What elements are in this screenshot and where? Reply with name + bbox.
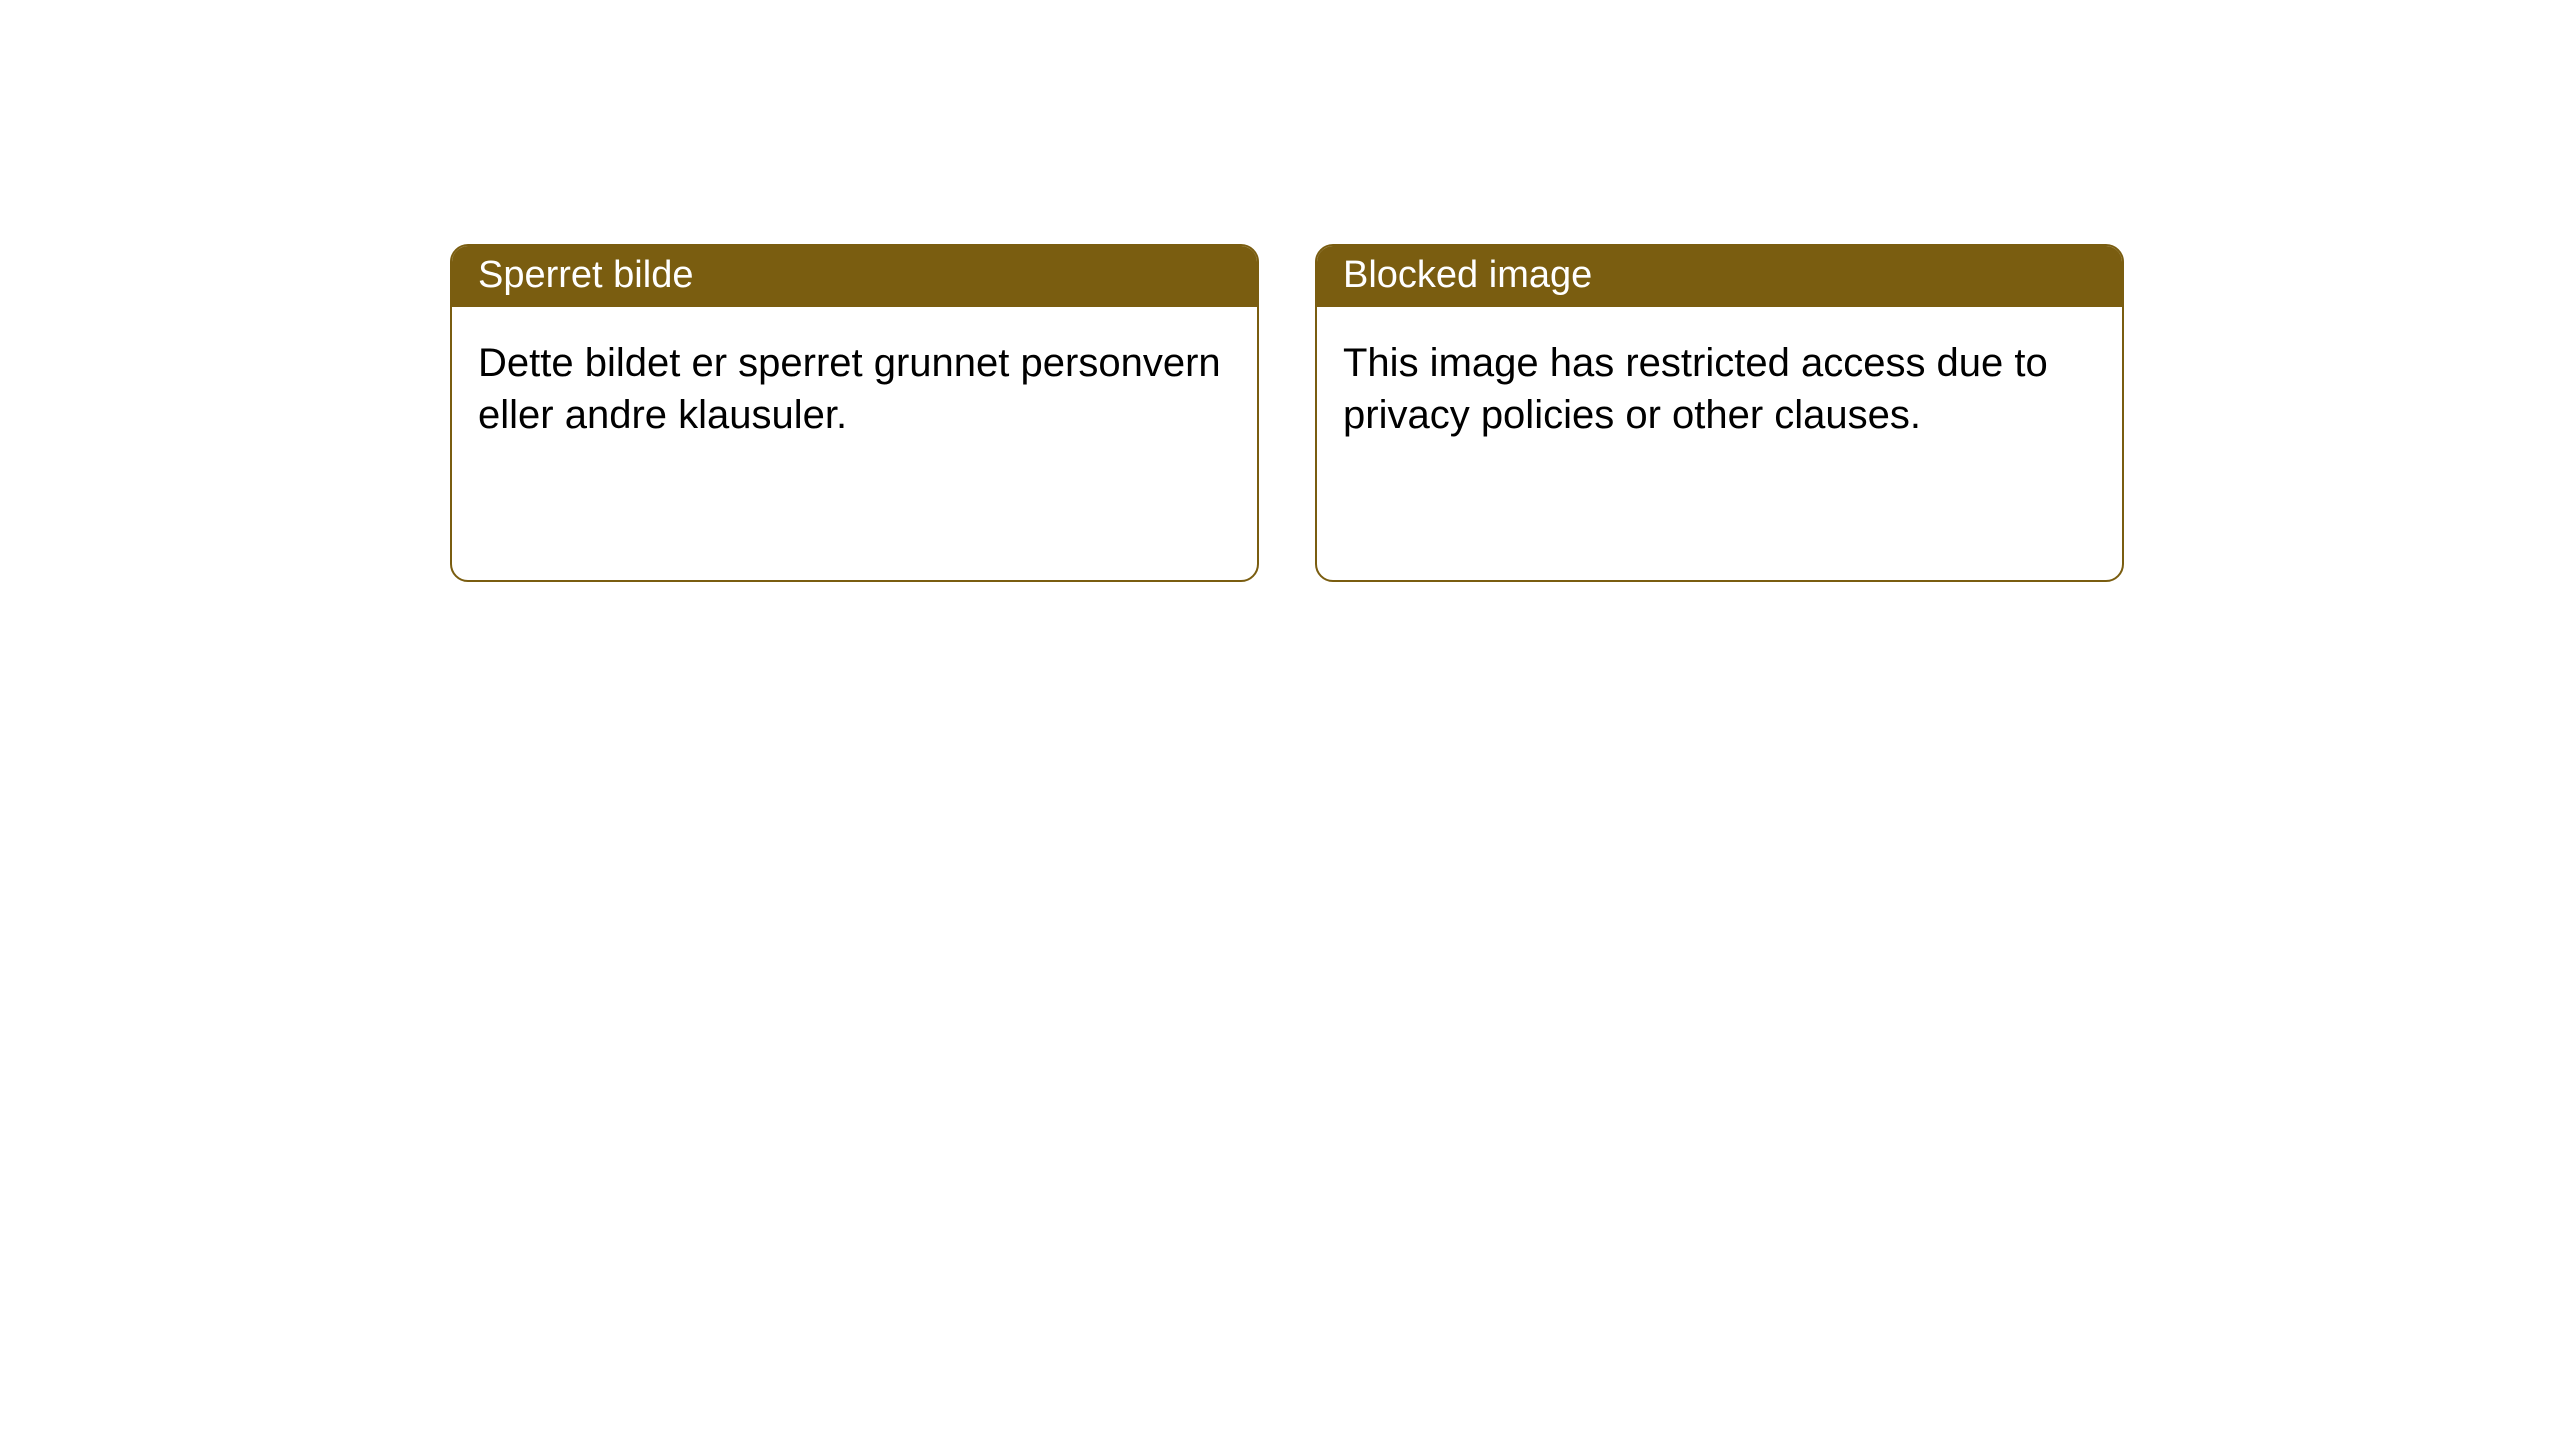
notice-title-norwegian: Sperret bilde bbox=[478, 254, 693, 296]
notice-text-norwegian: Dette bildet er sperret grunnet personve… bbox=[478, 341, 1221, 437]
notice-container: Sperret bilde Dette bildet er sperret gr… bbox=[0, 0, 2560, 582]
notice-body-english: This image has restricted access due to … bbox=[1317, 307, 2122, 459]
notice-box-english: Blocked image This image has restricted … bbox=[1315, 244, 2124, 582]
notice-box-norwegian: Sperret bilde Dette bildet er sperret gr… bbox=[450, 244, 1259, 582]
notice-header-english: Blocked image bbox=[1317, 246, 2122, 307]
notice-text-english: This image has restricted access due to … bbox=[1343, 341, 2048, 437]
notice-title-english: Blocked image bbox=[1343, 254, 1592, 296]
notice-body-norwegian: Dette bildet er sperret grunnet personve… bbox=[452, 307, 1257, 459]
notice-header-norwegian: Sperret bilde bbox=[452, 246, 1257, 307]
